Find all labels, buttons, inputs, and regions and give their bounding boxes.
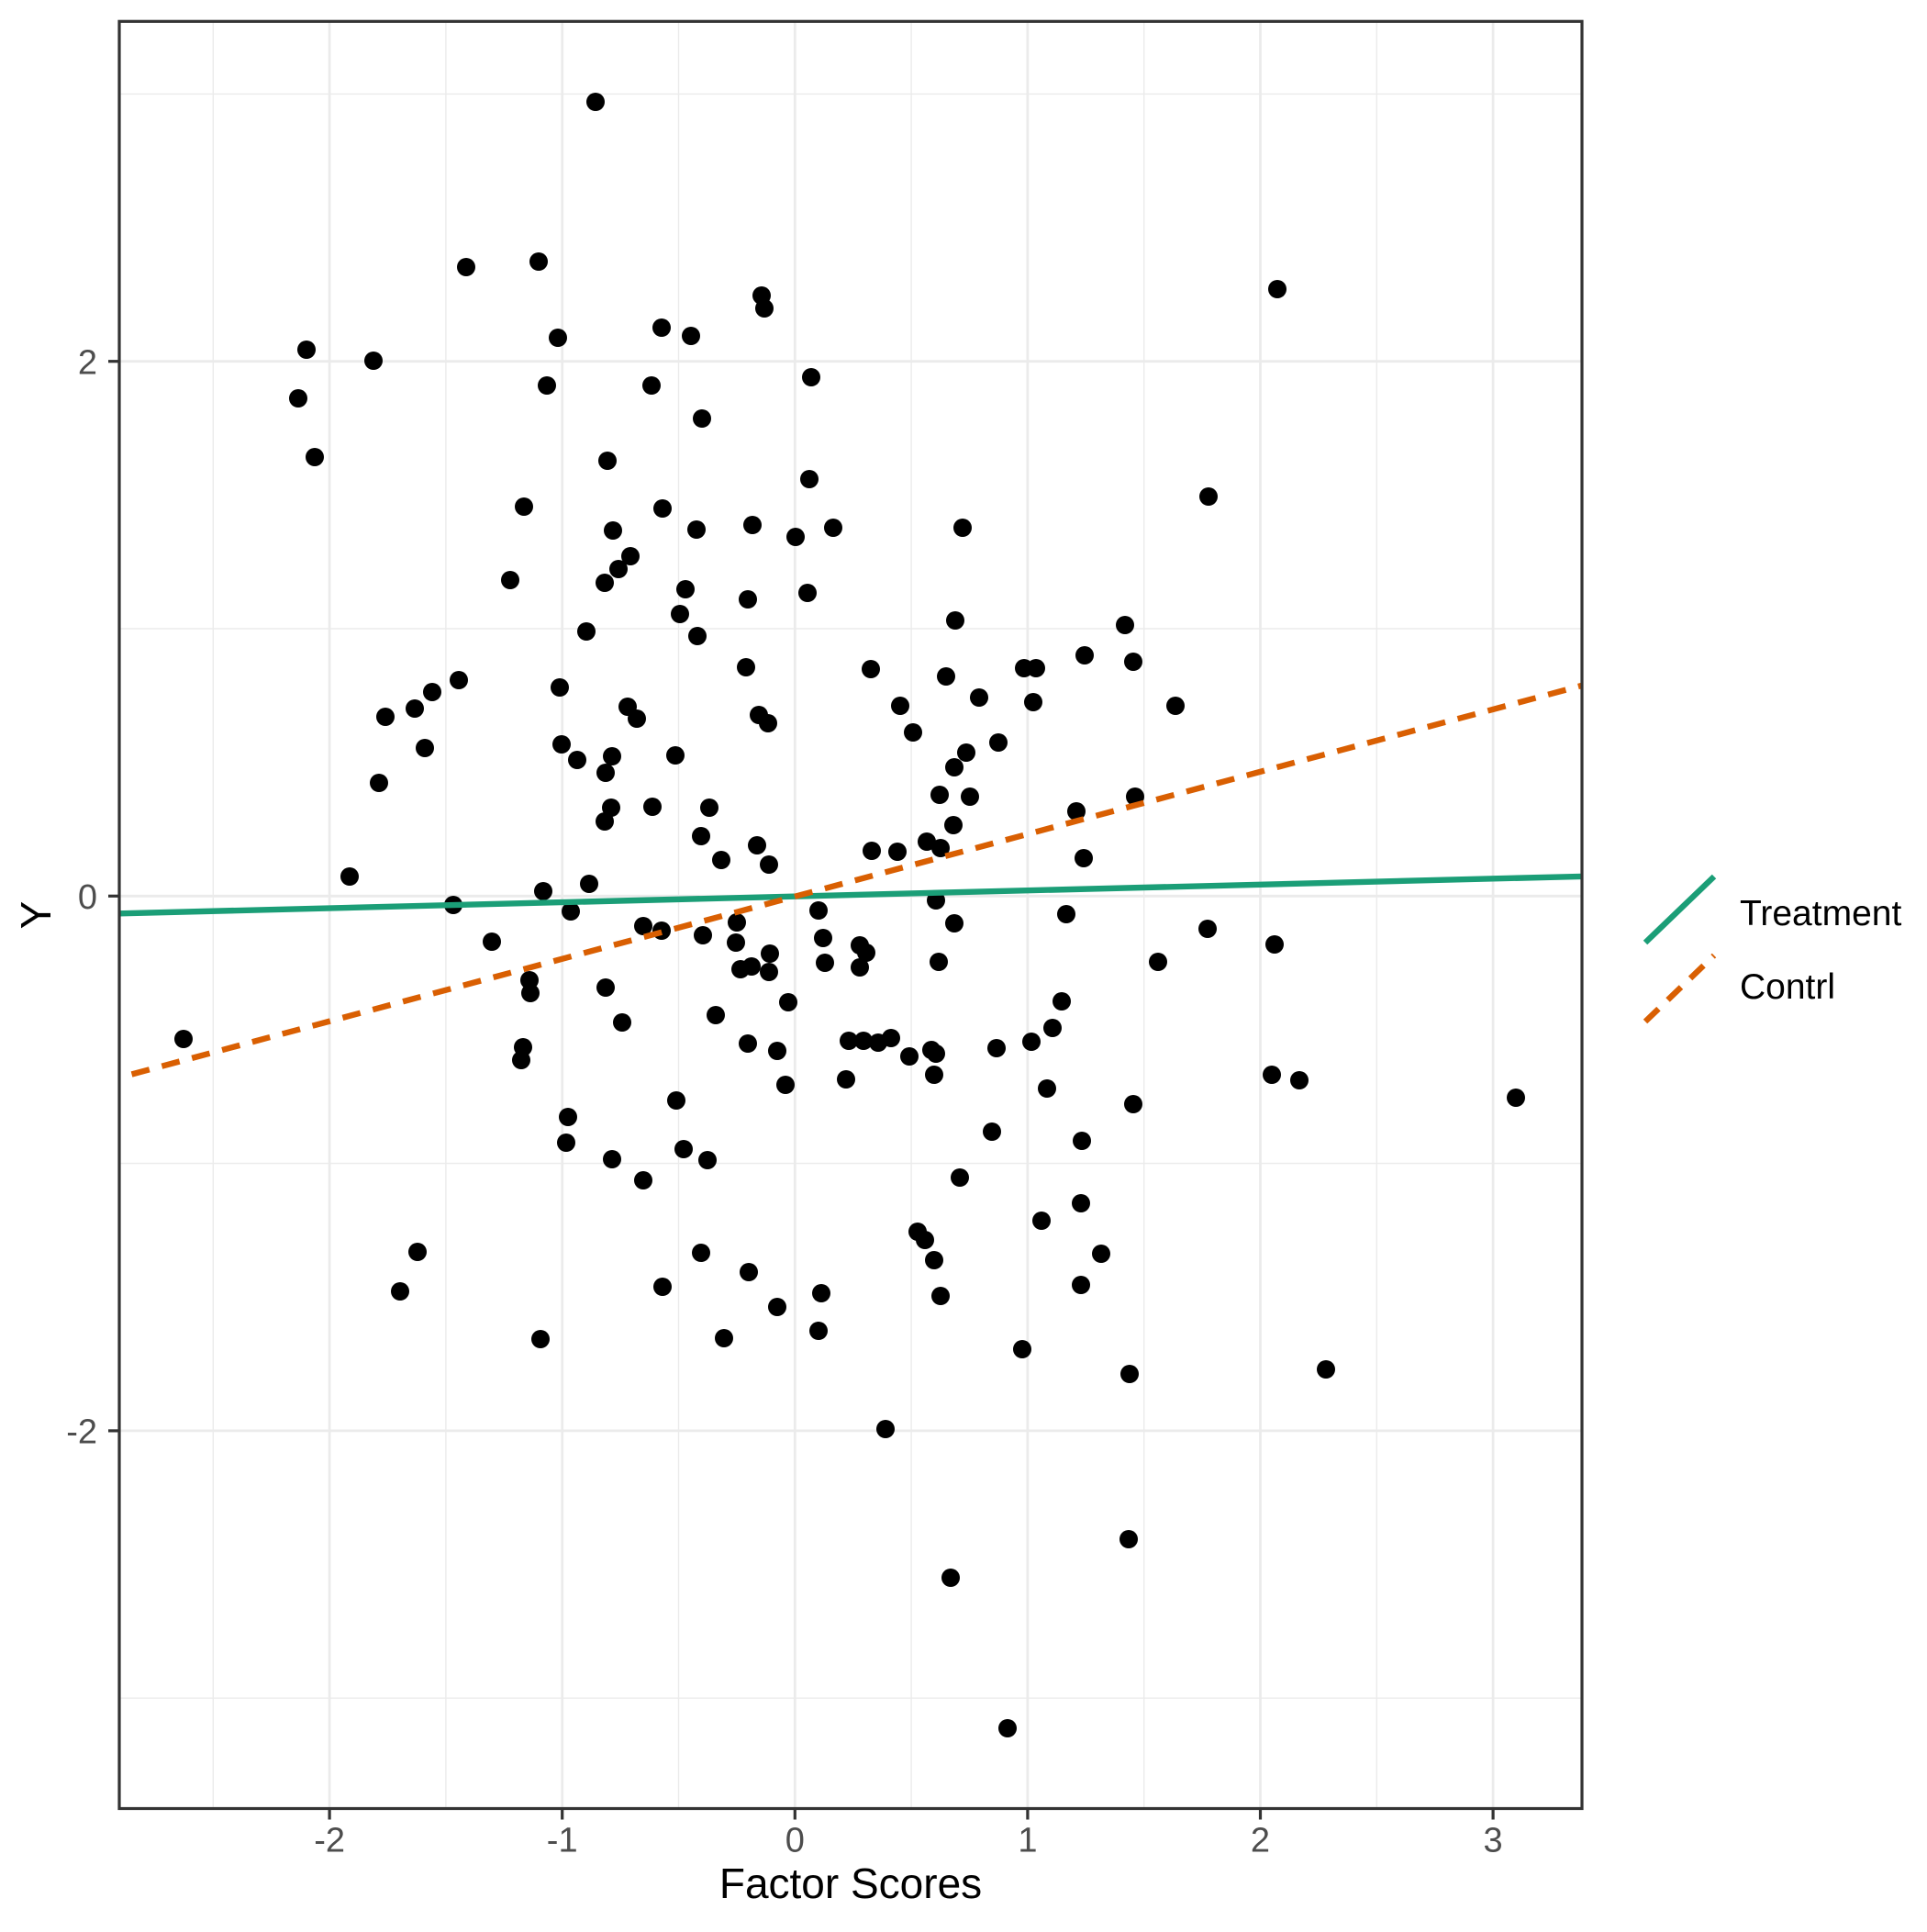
svg-text:3: 3: [1484, 1822, 1503, 1860]
svg-text:-1: -1: [547, 1822, 578, 1860]
svg-text:0: 0: [78, 878, 97, 917]
svg-text:2: 2: [1251, 1822, 1270, 1860]
svg-text:Factor Scores: Factor Scores: [719, 1859, 982, 1907]
svg-text:0: 0: [785, 1822, 805, 1860]
svg-text:-2: -2: [66, 1413, 97, 1452]
svg-text:2: 2: [78, 344, 97, 383]
svg-text:Treatment: Treatment: [1740, 894, 1901, 933]
svg-text:Contrl: Contrl: [1740, 967, 1835, 1007]
svg-text:1: 1: [1018, 1822, 1037, 1860]
svg-text:-2: -2: [314, 1822, 345, 1860]
svg-text:Y: Y: [12, 901, 60, 930]
